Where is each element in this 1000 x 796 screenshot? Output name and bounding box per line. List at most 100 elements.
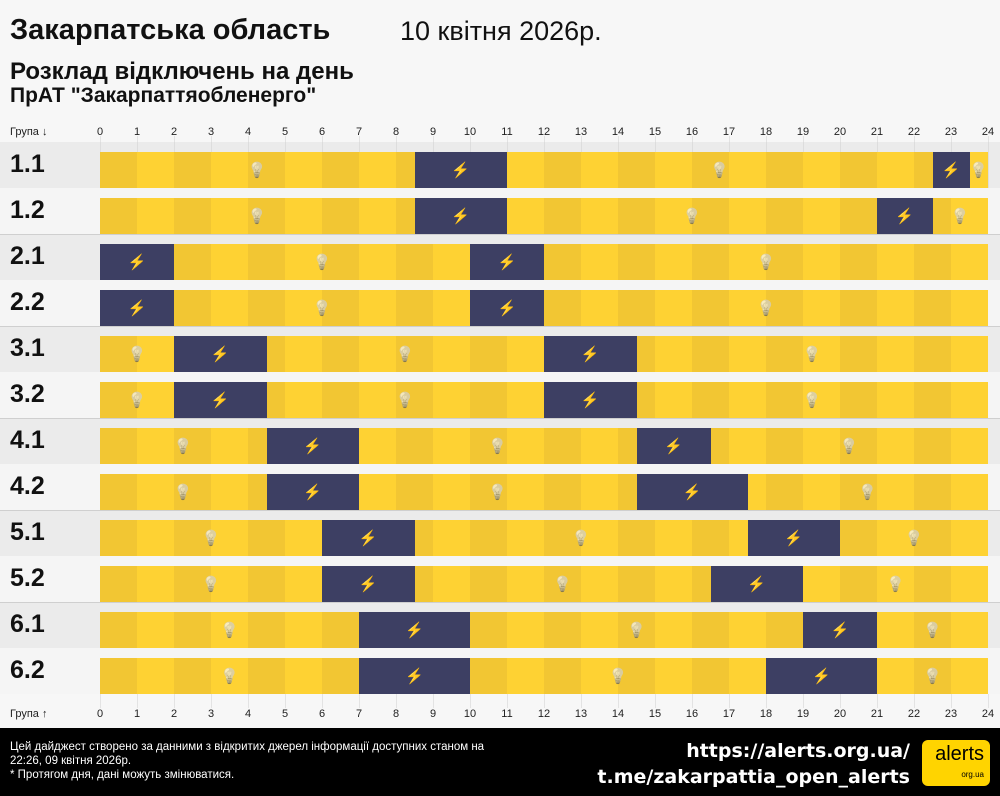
power-on-hour <box>692 152 729 188</box>
power-on-period: 💡 <box>100 198 415 234</box>
power-on-hour <box>544 612 581 648</box>
power-on-hour <box>914 382 951 418</box>
power-on-period: 💡 <box>711 428 989 464</box>
power-on-hour <box>914 520 951 556</box>
power-on-hour <box>729 658 766 694</box>
power-on-hour <box>914 566 951 602</box>
power-on-hour <box>137 428 174 464</box>
power-on-hour <box>359 428 396 464</box>
power-on-period: 💡 <box>969 152 988 188</box>
hour-tick: 22 <box>907 126 921 138</box>
power-on-hour <box>766 290 803 326</box>
lightbulb-icon: 💡 <box>173 437 193 455</box>
power-on-hour <box>655 520 692 556</box>
power-on-period: 💡 <box>100 336 174 372</box>
telegram-link[interactable]: t.me/zakarpattia_open_alerts <box>597 766 910 788</box>
power-on-hour <box>951 520 988 556</box>
lightbulb-icon: 💡 <box>127 391 147 409</box>
no-power-icon: ⚡ <box>941 161 961 179</box>
power-on-hour <box>655 612 692 648</box>
power-on-hour <box>211 566 248 602</box>
hour-tick: 8 <box>392 126 400 138</box>
power-on-hour <box>729 612 766 648</box>
power-on-hour <box>137 520 174 556</box>
power-on-hour <box>359 336 396 372</box>
lightbulb-icon: 💡 <box>553 575 572 593</box>
power-on-hour <box>174 198 211 234</box>
power-on-hour <box>655 382 692 418</box>
company-name: ПрАТ "Закарпаттяобленерго" <box>10 84 317 107</box>
power-on-hour <box>248 244 285 280</box>
lightbulb-icon: 💡 <box>127 345 147 363</box>
hour-tick: 15 <box>648 126 662 138</box>
power-on-hour <box>211 198 248 234</box>
power-on-hour <box>581 198 618 234</box>
power-on-hour <box>507 152 544 188</box>
group-label: 4.2 <box>10 472 45 500</box>
power-on-hour <box>359 474 396 510</box>
power-on-period: 💡 <box>174 244 470 280</box>
power-on-hour <box>840 474 877 510</box>
footer-note: Цей дайджест створено за данними з відкр… <box>10 740 490 782</box>
power-on-hour <box>729 290 766 326</box>
power-on-hour <box>137 198 174 234</box>
power-on-hour <box>507 658 544 694</box>
power-on-hour <box>840 566 877 602</box>
power-on-hour <box>618 566 655 602</box>
website-link[interactable]: https://alerts.org.ua/ <box>686 740 910 762</box>
power-on-hour <box>322 198 359 234</box>
group-label: 5.1 <box>10 518 45 546</box>
hour-tick: 6 <box>318 708 326 720</box>
lightbulb-icon: 💡 <box>488 483 508 501</box>
power-on-hour <box>840 428 877 464</box>
power-on-hour <box>618 244 655 280</box>
power-on-hour <box>507 566 544 602</box>
power-on-hour <box>470 382 507 418</box>
power-on-hour <box>322 382 359 418</box>
power-on-hour <box>877 152 914 188</box>
power-off-period: ⚡ <box>803 612 877 648</box>
power-on-hour <box>729 382 766 418</box>
no-power-icon: ⚡ <box>497 299 517 317</box>
power-on-period: 💡 <box>544 290 988 326</box>
power-off-period: ⚡ <box>266 474 359 510</box>
power-on-hour <box>766 474 803 510</box>
power-on-hour <box>914 612 951 648</box>
no-power-icon: ⚡ <box>451 207 471 225</box>
power-on-hour <box>877 474 914 510</box>
hour-tick: 3 <box>207 708 215 720</box>
power-on-hour <box>470 520 507 556</box>
group-axis-label-bottom: Група ↑ <box>10 708 48 720</box>
power-on-hour <box>766 336 803 372</box>
hour-tick: 10 <box>463 708 477 720</box>
region-title: Закарпатська область <box>10 14 331 46</box>
power-on-period: 💡 <box>267 336 545 372</box>
power-on-hour <box>174 520 211 556</box>
power-on-hour <box>877 612 914 648</box>
power-on-period: 💡 <box>637 382 989 418</box>
hour-tick: 0 <box>96 708 104 720</box>
power-on-hour <box>137 658 174 694</box>
footer: Цей дайджест створено за данними з відкр… <box>0 728 1000 796</box>
power-on-hour <box>914 290 951 326</box>
power-on-hour <box>433 474 470 510</box>
power-on-hour <box>285 198 322 234</box>
power-on-hour <box>544 520 581 556</box>
power-on-hour <box>359 198 396 234</box>
power-on-hour <box>248 520 285 556</box>
hour-tick: 5 <box>281 126 289 138</box>
power-on-hour <box>951 658 988 694</box>
power-on-period: 💡 <box>544 244 988 280</box>
power-on-hour <box>248 198 285 234</box>
power-on-hour <box>322 290 359 326</box>
power-on-hour <box>729 244 766 280</box>
power-on-hour <box>285 336 322 372</box>
power-on-hour <box>507 612 544 648</box>
hour-tick: 17 <box>722 708 736 720</box>
power-on-period: 💡 <box>840 520 988 556</box>
power-on-hour <box>692 198 729 234</box>
power-on-hour <box>322 336 359 372</box>
power-on-hour <box>581 612 618 648</box>
hour-tick: 18 <box>759 126 773 138</box>
power-on-hour <box>877 520 914 556</box>
